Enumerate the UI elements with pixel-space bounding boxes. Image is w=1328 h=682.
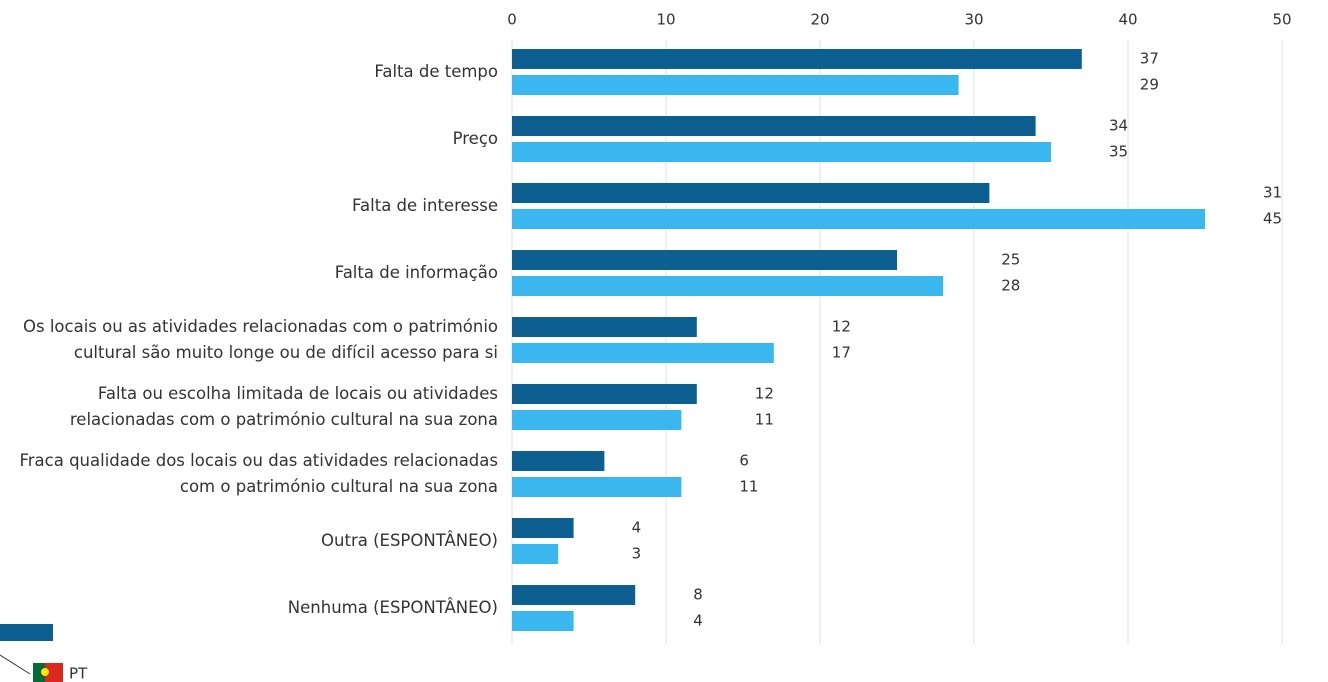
bar — [512, 544, 559, 564]
value-label: 34 — [1109, 117, 1128, 135]
bar — [512, 49, 1082, 69]
bar — [512, 183, 990, 203]
category-label: Os locais ou as atividades relacionadas … — [23, 317, 498, 362]
bar — [512, 142, 1051, 162]
x-tick-label: 50 — [1272, 11, 1291, 29]
category-label: Preço — [452, 129, 498, 148]
bar — [512, 451, 605, 471]
value-label: 29 — [1140, 76, 1159, 94]
value-label: 12 — [832, 318, 851, 336]
value-label: 3 — [632, 545, 642, 563]
category-label: Falta de interesse — [352, 196, 498, 215]
value-label: 4 — [693, 612, 703, 630]
bar — [512, 384, 697, 404]
category-label: Falta de informação — [334, 263, 498, 282]
x-tick-label: 30 — [964, 11, 983, 29]
bar — [512, 410, 682, 430]
value-label: 37 — [1140, 50, 1159, 68]
legend-label: PT — [69, 665, 88, 682]
value-label: 12 — [755, 385, 774, 403]
value-label: 35 — [1109, 143, 1128, 161]
bar — [512, 317, 697, 337]
category-label: Outra (ESPONTÂNEO) — [321, 531, 498, 550]
category-label: Nenhuma (ESPONTÂNEO) — [287, 598, 498, 617]
x-tick-label: 40 — [1118, 11, 1137, 29]
bar — [512, 250, 897, 270]
legend-pointer — [0, 654, 31, 675]
category-label: Fraca qualidade dos locais ou das ativid… — [19, 451, 498, 496]
bar — [512, 611, 574, 631]
value-label: 11 — [755, 411, 774, 429]
value-label: 6 — [739, 452, 749, 470]
value-label: 4 — [632, 519, 642, 537]
value-label: 28 — [1001, 277, 1020, 295]
x-tick-label: 0 — [507, 11, 517, 29]
bar — [512, 585, 636, 605]
bar — [512, 209, 1205, 229]
value-label: 17 — [832, 344, 851, 362]
flag — [33, 663, 63, 682]
x-tick-label: 20 — [810, 11, 829, 29]
legend-swatch — [0, 624, 53, 641]
bar — [512, 518, 574, 538]
bar — [512, 276, 944, 296]
value-label: 25 — [1001, 251, 1020, 269]
category-label: Falta de tempo — [374, 62, 498, 81]
bar — [512, 477, 682, 497]
x-tick-label: 10 — [656, 11, 675, 29]
bar — [512, 116, 1036, 136]
value-label: 45 — [1263, 210, 1282, 228]
bar — [512, 343, 774, 363]
value-label: 31 — [1263, 184, 1282, 202]
value-label: 8 — [693, 586, 703, 604]
bar — [512, 75, 959, 95]
value-label: 11 — [739, 478, 758, 496]
category-label: Falta ou escolha limitada de locais ou a… — [69, 384, 498, 429]
